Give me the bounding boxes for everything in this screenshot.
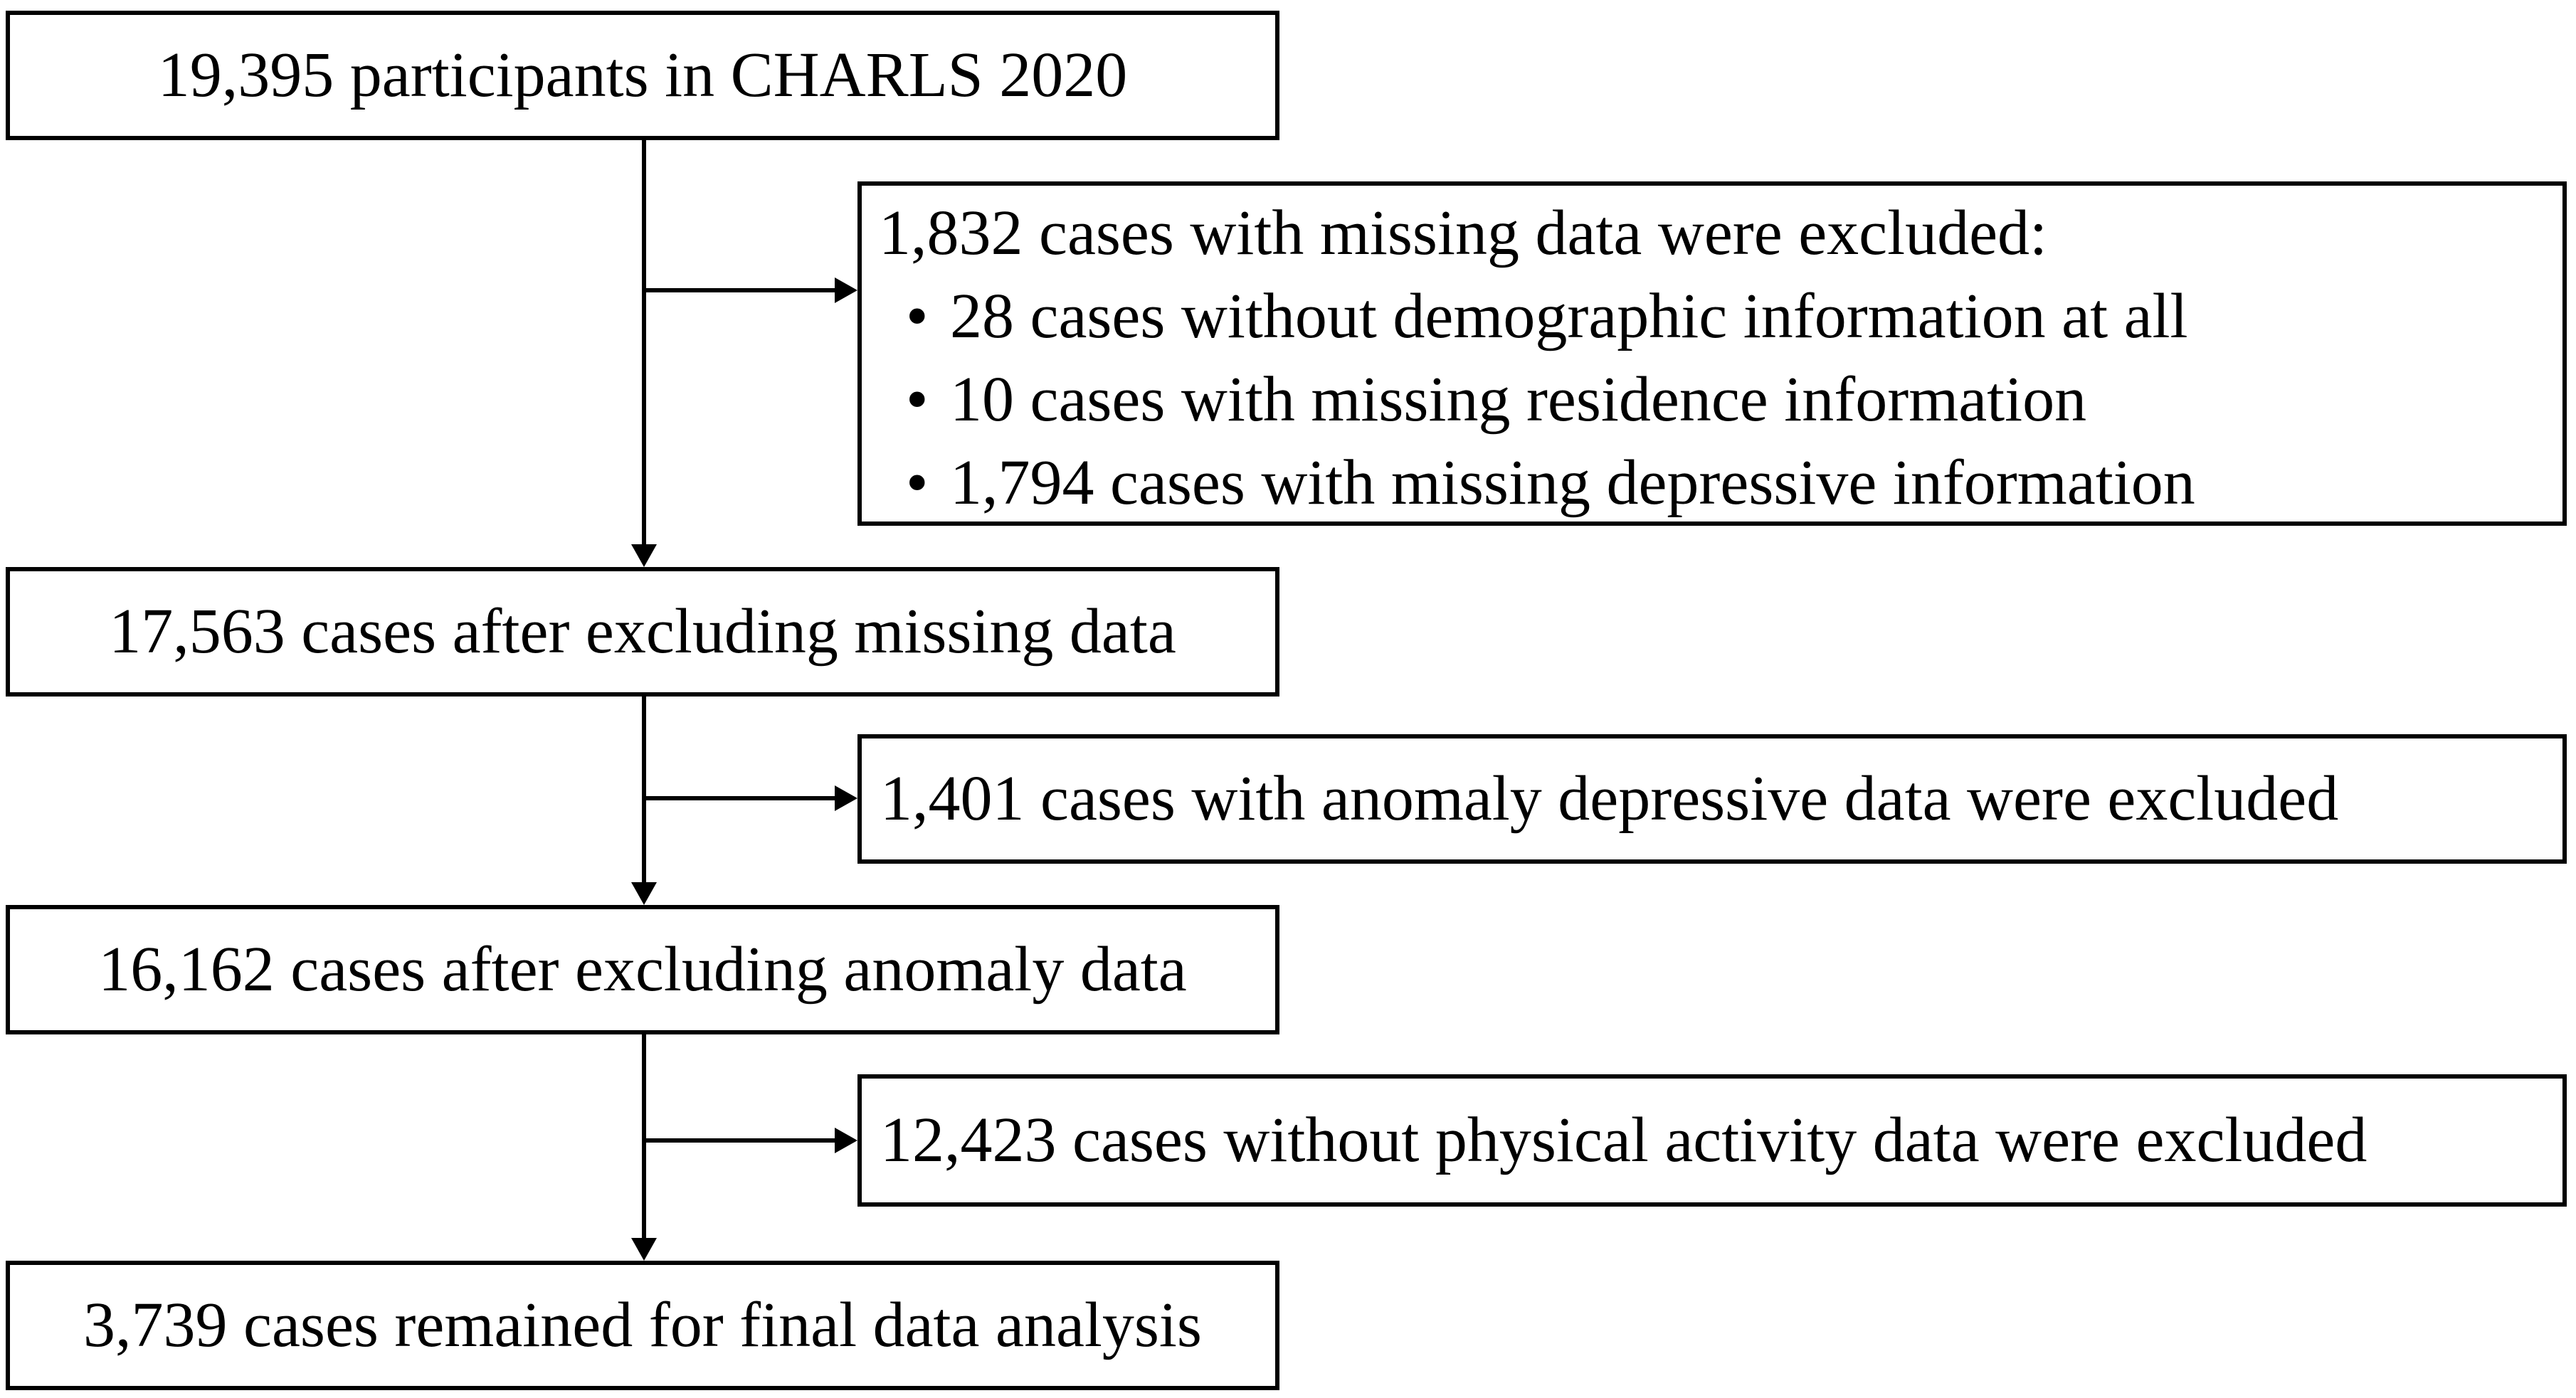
arrowhead-right-icon: [835, 785, 857, 811]
flow-box-final-analysis: 3,739 cases remained for final data anal…: [6, 1261, 1279, 1390]
excluded-missing-bullet-depressive-label: 1,794 cases with missing depressive info…: [950, 448, 2195, 518]
connector-line-horizontal-2: [644, 796, 836, 800]
excluded-missing-bullet-demographic-label: 28 cases without demographic information…: [950, 281, 2188, 351]
flow-box-excluded-physical-activity-label: 12,423 cases without physical activity d…: [880, 1105, 2368, 1176]
connector-line-vertical-3: [642, 1034, 646, 1241]
excluded-missing-bullet-residence: • 10 cases with missing residence inform…: [879, 358, 2548, 441]
connector-line-vertical-1: [642, 139, 646, 546]
arrowhead-down-icon: [631, 544, 657, 567]
connector-line-vertical-2: [642, 696, 646, 885]
flow-box-excluded-anomaly-data: 1,401 cases with anomaly depressive data…: [857, 734, 2567, 864]
connector-line-horizontal-3: [644, 1138, 836, 1143]
flow-box-participants: 19,395 participants in CHARLS 2020: [6, 11, 1279, 140]
bullet-icon: •: [906, 448, 929, 518]
arrowhead-right-icon: [835, 1128, 857, 1153]
excluded-missing-title: 1,832 cases with missing data were exclu…: [879, 198, 2048, 268]
bullet-icon: •: [906, 364, 929, 435]
excluded-missing-bullet-depressive: • 1,794 cases with missing depressive in…: [879, 441, 2548, 524]
arrowhead-down-icon: [631, 882, 657, 905]
flow-box-after-excluding-anomaly-label: 16,162 cases after excluding anomaly dat…: [98, 934, 1187, 1005]
flow-box-excluded-physical-activity: 12,423 cases without physical activity d…: [857, 1074, 2567, 1207]
flow-box-after-excluding-anomaly: 16,162 cases after excluding anomaly dat…: [6, 905, 1279, 1034]
flow-box-after-excluding-missing: 17,563 cases after excluding missing dat…: [6, 567, 1279, 697]
flow-box-excluded-anomaly-label: 1,401 cases with anomaly depressive data…: [880, 763, 2339, 835]
flow-box-excluded-missing-data: 1,832 cases with missing data were exclu…: [857, 181, 2567, 526]
excluded-missing-bullet-residence-label: 10 cases with missing residence informat…: [950, 364, 2087, 435]
excluded-missing-bullet-demographic: • 28 cases without demographic informati…: [879, 275, 2548, 358]
bullet-icon: •: [906, 281, 929, 351]
flow-box-final-analysis-label: 3,739 cases remained for final data anal…: [83, 1290, 1202, 1361]
connector-line-horizontal-1: [644, 288, 836, 292]
flow-box-after-excluding-missing-label: 17,563 cases after excluding missing dat…: [109, 596, 1176, 667]
arrowhead-right-icon: [835, 277, 857, 303]
arrowhead-down-icon: [631, 1238, 657, 1261]
flow-box-participants-label: 19,395 participants in CHARLS 2020: [157, 40, 1128, 111]
